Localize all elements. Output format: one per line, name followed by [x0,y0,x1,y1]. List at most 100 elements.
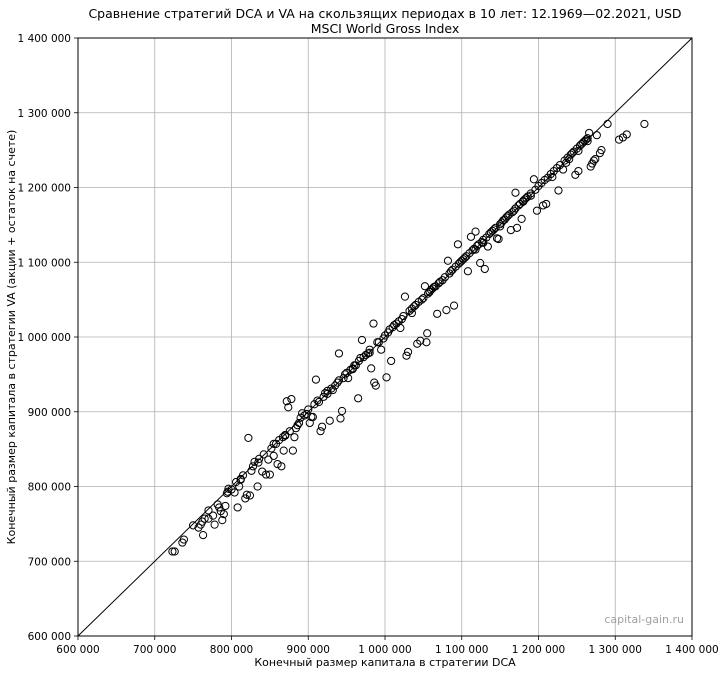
data-point [298,409,307,418]
data-point [532,206,542,215]
data-point [278,433,288,442]
chart-title: Сравнение стратегий DCA и VA на скользящ… [88,6,681,21]
data-point [313,396,322,405]
data-point [354,394,363,403]
data-point [290,433,299,442]
data-point [250,457,259,466]
data-point [511,188,520,197]
y-tick-label: 1 000 000 [18,332,71,344]
data-point [334,349,344,358]
data-point [304,405,313,414]
data-point [512,223,522,232]
x-tick-label: 700 000 [133,644,176,656]
data-point [357,335,367,345]
data-point [583,134,592,143]
data-point [247,466,256,475]
data-point [311,375,321,384]
x-axis-ticks: 600 000 700 000 800 000 900 000 1 000 000 1 1… [56,636,719,656]
data-point [396,323,405,333]
data-point [325,416,334,425]
x-tick-label: 1 200 000 [512,644,565,656]
data-point [422,338,431,347]
data-point [337,406,347,416]
data-point [529,175,538,184]
data-point [344,374,353,383]
data-point [542,199,551,209]
data-point [279,446,288,455]
data-point [223,487,232,496]
data-point [519,197,528,206]
y-axis-label: Конечный размер капитала в стратегии VA … [5,130,18,545]
data-point [284,403,293,412]
data-point [468,246,477,255]
data-point [288,446,297,455]
data-point [483,242,492,251]
data-point [403,347,413,357]
data-point [400,292,410,301]
data-point [248,462,258,471]
y-tick-label: 1 300 000 [18,108,71,120]
data-point [562,158,571,167]
data-point [511,204,520,213]
x-tick-label: 900 000 [287,644,330,656]
data-point [480,264,489,274]
data-point [281,431,290,440]
y-tick-label: 1 200 000 [18,183,71,195]
watermark: capital-gain.ru [604,613,684,626]
data-point [199,530,208,540]
data-point [282,397,291,406]
data-point [449,301,459,310]
data-point [460,253,469,262]
data-point [640,119,649,129]
data-point [287,394,296,404]
data-point [267,444,276,453]
data-point [316,427,325,436]
data-point [218,516,227,525]
data-point [261,470,271,479]
data-point [277,462,286,471]
y-tick-label: 600 000 [28,631,71,643]
data-point [336,414,345,423]
data-point [224,484,233,493]
data-point [269,451,278,460]
data-point [425,287,434,296]
data-point [471,245,480,254]
data-point [585,128,594,138]
data-point [259,450,268,459]
data-point [592,131,601,140]
data-point [558,165,568,174]
data-point [179,535,189,544]
y-tick-label: 800 000 [28,482,71,494]
data-point [603,119,612,129]
data-point [419,294,428,303]
data-point [494,234,503,244]
data-point [233,503,242,512]
x-axis-label: Конечный размер капитала в стратегии DCA [254,656,516,669]
data-point [446,267,456,276]
x-tick-label: 1 000 000 [358,644,411,656]
data-point [371,381,380,390]
data-point [328,385,337,395]
data-point [210,520,219,529]
data-point [244,433,253,443]
data-point [574,146,583,155]
data-point [463,267,472,276]
data-point [479,238,488,247]
data-point [221,501,230,511]
data-point [334,376,344,385]
data-point [387,356,396,366]
data-point [219,510,228,519]
data-point [254,458,263,467]
data-point [242,490,251,499]
data-point [264,455,273,464]
y-tick-label: 1 100 000 [18,257,71,269]
data-point [200,514,209,523]
data-point [294,418,304,428]
data-point [269,439,278,448]
data-point [170,547,179,556]
data-point [591,154,600,164]
x-tick-label: 1 400 000 [665,644,718,656]
data-point [597,146,606,155]
data-point [548,172,557,182]
data-point [377,345,386,354]
